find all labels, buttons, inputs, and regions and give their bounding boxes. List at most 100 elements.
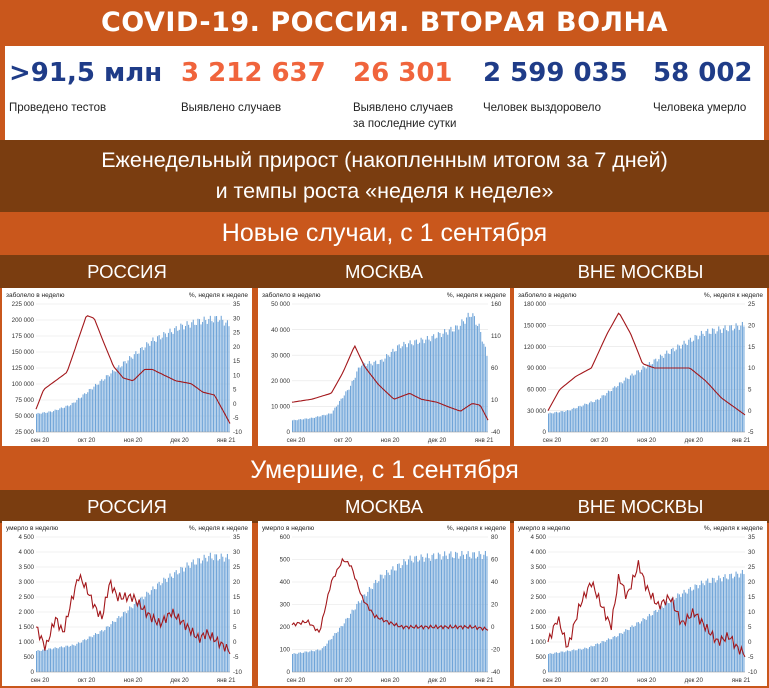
bar <box>326 414 328 432</box>
right-tick-label: -40 <box>491 429 501 436</box>
bar <box>228 559 230 672</box>
right-axis-title: %, неделя к неделе <box>189 525 248 532</box>
bar <box>348 618 350 672</box>
x-tick-label: ноя 20 <box>124 437 143 444</box>
title-band: COVID-19. РОССИЯ. ВТОРАЯ ВОЛНА <box>0 0 769 46</box>
right-tick-label: -5 <box>748 654 754 661</box>
bar <box>147 343 149 432</box>
bar <box>699 585 701 672</box>
bar <box>326 643 328 672</box>
left-tick-label: 100 000 <box>12 381 35 388</box>
bar <box>197 558 199 672</box>
bar <box>740 573 742 672</box>
bar <box>334 407 336 432</box>
bar <box>184 567 187 672</box>
bar <box>371 589 374 672</box>
x-tick-label: сен 20 <box>543 677 562 684</box>
bar <box>683 340 685 432</box>
bar <box>588 402 591 432</box>
bar <box>420 554 422 672</box>
bar <box>718 326 720 432</box>
bar <box>663 357 665 432</box>
left-tick-label: 2 500 <box>19 594 35 601</box>
bar <box>81 642 83 672</box>
bar <box>378 581 380 672</box>
right-tick-label: 0 <box>748 639 752 646</box>
bar <box>144 596 146 672</box>
bar <box>127 610 129 672</box>
bar <box>84 393 86 432</box>
bar <box>139 347 142 432</box>
region-label: РОССИЯ <box>87 261 167 282</box>
bar <box>362 594 364 672</box>
bar <box>222 556 224 672</box>
bar <box>206 323 208 432</box>
bar <box>615 387 617 432</box>
bar <box>53 411 55 432</box>
bar <box>442 333 444 432</box>
bar <box>73 645 75 672</box>
right-tick-label: 0 <box>233 639 237 646</box>
bar <box>122 361 124 432</box>
bar <box>462 321 464 432</box>
bar <box>582 648 584 672</box>
bar <box>607 638 609 672</box>
bar <box>692 589 695 672</box>
bar <box>343 623 345 672</box>
bar <box>715 582 717 672</box>
bar <box>417 343 419 432</box>
left-tick-label: 100 <box>280 647 291 654</box>
stat-label: Человека умерло <box>653 102 747 114</box>
bar <box>384 575 386 672</box>
stat-label: Проведено тестов <box>9 102 107 114</box>
bar <box>88 389 90 432</box>
bar <box>312 650 314 672</box>
bar <box>63 647 65 672</box>
right-tick-label: 60 <box>491 557 498 564</box>
bar <box>222 319 224 432</box>
right-tick-label: 110 <box>491 333 501 340</box>
bar <box>639 372 641 432</box>
bar <box>637 622 639 672</box>
bar <box>674 351 676 432</box>
left-tick-label: 90 000 <box>527 365 546 372</box>
bar <box>211 321 213 432</box>
bar <box>163 332 165 432</box>
right-tick-label: 25 <box>748 564 755 571</box>
left-axis-title: заболело в неделю <box>518 291 577 299</box>
stat-label: Выявлено случаев за последние сутки <box>353 102 457 130</box>
bar <box>186 321 188 432</box>
bar <box>67 405 69 432</box>
bar <box>431 335 433 432</box>
region-label: МОСКВА <box>344 496 423 517</box>
bar <box>436 558 438 672</box>
right-axis-title: %, неделя к неделе <box>447 525 506 532</box>
bar <box>40 650 42 672</box>
bar <box>622 383 624 432</box>
x-tick-label: окт 20 <box>334 677 352 684</box>
bar <box>320 416 322 432</box>
bar <box>141 596 143 672</box>
bar <box>101 630 103 672</box>
bar <box>161 337 163 432</box>
bar <box>585 403 587 432</box>
bar <box>414 556 416 672</box>
bar <box>220 553 222 672</box>
bar <box>36 413 38 432</box>
bar <box>409 340 411 432</box>
bar <box>164 578 166 672</box>
bar <box>160 585 162 672</box>
bar <box>640 369 643 432</box>
bar <box>467 312 469 432</box>
bar <box>652 364 654 432</box>
left-tick-label: 3 500 <box>19 564 35 571</box>
bar <box>557 653 559 672</box>
bar <box>393 570 395 672</box>
bar <box>302 652 305 672</box>
bar <box>108 376 110 432</box>
bar <box>119 617 121 672</box>
bar <box>371 365 374 432</box>
right-axis-title: %, неделя к неделе <box>447 292 506 299</box>
right-tick-label: 15 <box>748 344 755 351</box>
bar <box>733 576 736 672</box>
